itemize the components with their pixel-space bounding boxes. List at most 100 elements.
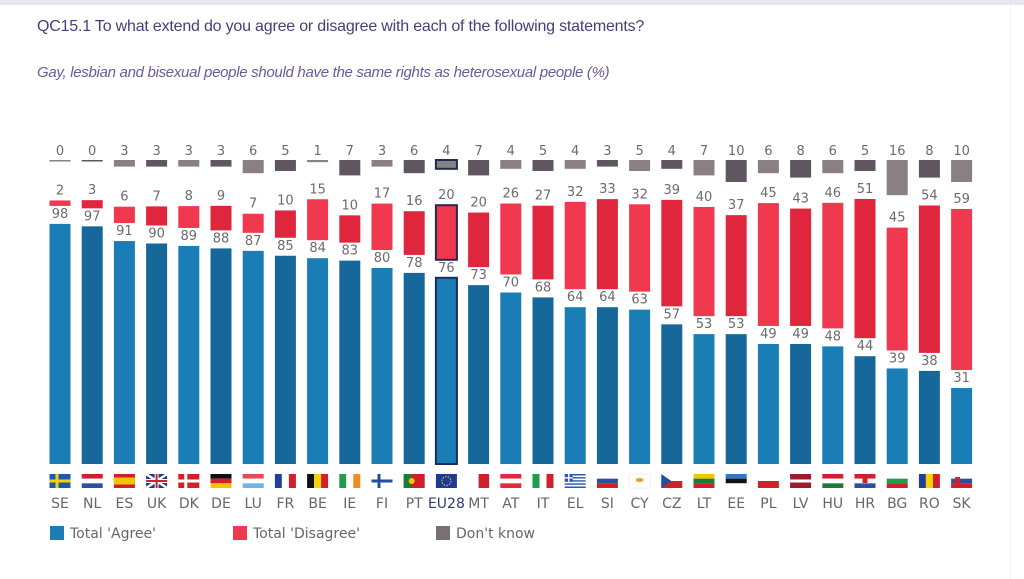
flag-icon-ee (725, 474, 747, 488)
bar-dont-know-cz (661, 160, 683, 169)
value-label-agree-sk: 31 (953, 371, 970, 386)
value-label-disagree-it: 27 (535, 189, 552, 204)
bar-agree-si (596, 307, 618, 464)
flag-icon-de (210, 474, 232, 488)
value-label-dont-know-pl: 6 (764, 144, 772, 159)
flag-icon-es (113, 474, 135, 488)
x-tick-label-se: SE (51, 496, 69, 512)
bar-agree-eu28 (434, 276, 458, 465)
value-label-disagree-bg: 45 (889, 211, 906, 226)
bar-disagree-ee (725, 215, 747, 317)
bar-dont-know-hr (854, 160, 876, 171)
bar-dont-know-lu (242, 160, 264, 174)
bar-disagree-nl (81, 200, 103, 209)
value-label-disagree-si: 33 (599, 182, 616, 197)
x-tick-label-lu: LU (245, 496, 262, 512)
bar-disagree-dk (178, 206, 200, 228)
value-label-dont-know-at: 4 (507, 144, 515, 159)
x-tick-label-sk: SK (953, 496, 972, 512)
flag-icon-se (49, 474, 71, 488)
bar-dont-know-de (210, 160, 232, 167)
bar-agree-hu (822, 346, 844, 464)
value-label-agree-pt: 78 (406, 256, 423, 271)
value-label-agree-pl: 49 (760, 327, 777, 342)
value-label-disagree-lu: 7 (249, 197, 257, 212)
legend-swatch-agree (50, 526, 64, 540)
flag-icon-at (500, 474, 522, 488)
x-tick-label-es: ES (116, 496, 134, 512)
flag-icon-ie (339, 474, 361, 488)
right-divider (1010, 5, 1011, 579)
value-label-disagree-pt: 16 (406, 194, 423, 209)
value-label-agree-ee: 53 (728, 317, 745, 332)
value-label-agree-fr: 85 (277, 239, 294, 254)
bar-agree-pl (757, 343, 779, 464)
flag-icon-nl (81, 474, 103, 488)
bar-agree-es (113, 241, 135, 464)
value-label-agree-ro: 38 (921, 354, 938, 369)
bar-disagree-pt (403, 211, 425, 255)
bar-dont-know-it (532, 160, 554, 171)
value-label-dont-know-fi: 3 (378, 144, 386, 159)
bar-disagree-es (113, 206, 135, 224)
bar-agree-de (210, 248, 232, 464)
value-label-dont-know-sk: 10 (953, 144, 970, 159)
bar-disagree-fr (274, 210, 296, 238)
x-axis-labels: SE NL ES UK DK DE LU FR BE IE FI PT EU28 MT AT IT EL SI CY… (51, 496, 971, 512)
value-label-disagree-ee: 37 (728, 198, 745, 213)
flag-icon-lu (242, 474, 264, 488)
value-label-dont-know-ie: 7 (346, 144, 354, 159)
bar-dont-know-uk (146, 160, 168, 167)
value-label-agree-si: 64 (599, 290, 616, 305)
value-label-disagree-el: 32 (567, 185, 584, 200)
value-label-dont-know-lv: 8 (796, 144, 804, 159)
bar-dont-know-hu (822, 160, 844, 174)
bar-agree-lv (790, 343, 812, 464)
value-label-dont-know-be: 1 (313, 144, 321, 159)
value-label-disagree-lv: 43 (792, 192, 809, 207)
bar-disagree-cz (661, 199, 683, 307)
flag-icon-si (596, 474, 618, 488)
bar-dont-know-bg (886, 160, 908, 196)
x-tick-label-at: AT (502, 496, 519, 512)
value-label-agree-cz: 57 (664, 307, 681, 322)
bar-dont-know-pl (757, 160, 779, 174)
value-label-agree-fi: 80 (374, 251, 391, 266)
value-label-dont-know-se: 0 (56, 144, 64, 159)
x-tick-label-hu: HU (822, 496, 843, 512)
x-tick-label-uk: UK (147, 496, 167, 512)
x-tick-label-bg: BG (887, 496, 907, 512)
value-label-disagree-nl: 3 (88, 183, 96, 198)
value-label-disagree-cy: 32 (631, 187, 648, 202)
value-label-dont-know-hu: 6 (829, 144, 837, 159)
bar-disagree-ie (339, 215, 361, 243)
value-label-dont-know-cy: 5 (635, 144, 643, 159)
value-label-dont-know-bg: 16 (889, 144, 906, 159)
bar-agree-cz (661, 324, 683, 464)
flag-icon-be (307, 474, 329, 488)
x-tick-label-be: BE (308, 496, 326, 512)
bar-agree-bg (886, 368, 908, 464)
x-tick-label-cy: CY (631, 496, 650, 512)
value-label-dont-know-el: 4 (571, 144, 579, 159)
value-label-agree-uk: 90 (148, 227, 165, 242)
flag-icon-pl (757, 474, 779, 488)
bar-agree-ee (725, 334, 747, 464)
value-label-disagree-eu28: 20 (438, 188, 455, 203)
value-label-dont-know-eu28: 4 (442, 144, 450, 159)
value-label-disagree-de: 9 (217, 189, 225, 204)
flag-icon-ro (918, 474, 940, 488)
legend-swatch-disagree (233, 526, 247, 540)
bar-dont-know-be (307, 160, 329, 163)
value-label-dont-know-dk: 3 (185, 144, 193, 159)
bar-disagree-mt (468, 212, 490, 268)
value-label-agree-el: 64 (567, 290, 584, 305)
bar-disagree-uk (146, 206, 168, 226)
bar-disagree-cy (629, 204, 651, 292)
bar-agree-nl (81, 226, 103, 464)
flag-icon-lt (693, 474, 715, 488)
x-tick-label-mt: MT (468, 496, 489, 512)
flag-icon-bg (886, 474, 908, 488)
bar-agree-it (532, 297, 554, 464)
legend-label-agree: Total 'Agree' (69, 526, 156, 542)
